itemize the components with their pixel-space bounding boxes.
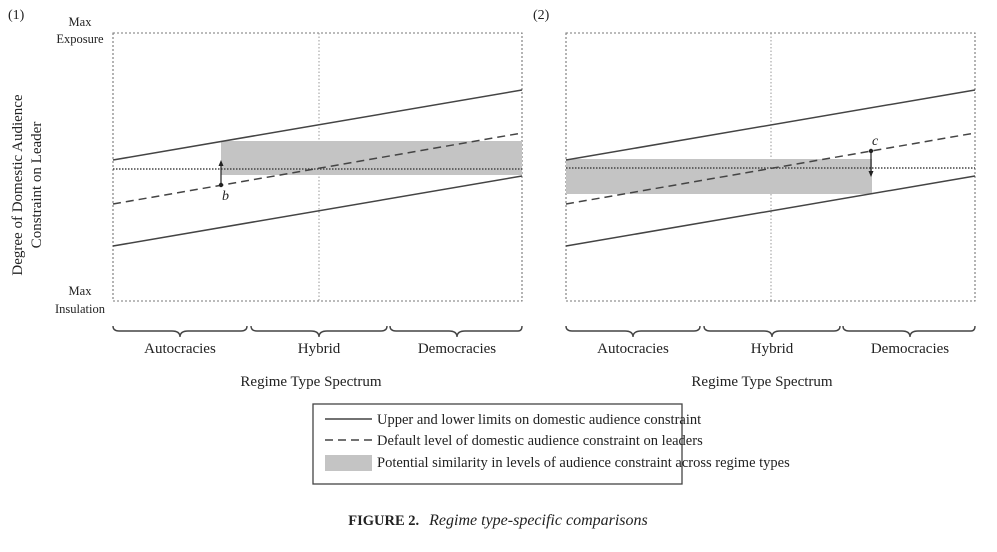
y-max-label-line2: Exposure [56, 32, 104, 46]
panel-2-lower-limit [565, 175, 976, 247]
legend: Upper and lower limits on domestic audie… [312, 403, 790, 485]
panel-2-brace-autocracies [565, 325, 701, 338]
panel-2-x-axis-title: Regime Type Spectrum [691, 374, 832, 390]
panel-1-brace-hybrid [250, 325, 388, 338]
y-min-label-line1: Max [69, 284, 93, 298]
legend-item-solid: Upper and lower limits on domestic audie… [377, 412, 701, 428]
panel-2: (2) c Autocracies Hybrid Democracies Reg… [533, 8, 976, 390]
panel-1-point-label: b [222, 189, 229, 204]
panel-1-label: (1) [8, 8, 25, 23]
caption-prefix: FIGURE 2. [348, 513, 419, 529]
panel-2-category-hybrid: Hybrid [751, 341, 794, 357]
panel-1-category-autocracies: Autocracies [144, 341, 216, 357]
panel-2-category-democracies: Democracies [871, 341, 949, 357]
panel-2-label: (2) [533, 8, 550, 23]
panel-2-shaded-region [566, 159, 872, 194]
panel-1-lower-limit [112, 175, 523, 247]
y-max-label-line1: Max [69, 15, 93, 29]
panel-1-default-level [112, 132, 523, 205]
panel-1-category-hybrid: Hybrid [298, 341, 341, 357]
panel-2-category-autocracies: Autocracies [597, 341, 669, 357]
figure-caption: FIGURE 2. Regime type-specific compariso… [348, 512, 648, 529]
panel-1-upper-limit [112, 89, 523, 161]
panel-1-brace-democracies [389, 325, 523, 338]
panel-2-default-level [565, 132, 976, 205]
panel-1-shaded-region [221, 141, 522, 175]
legend-shaded-swatch [325, 455, 372, 471]
panel-1-frame [112, 32, 523, 302]
y-min-label-line2: Insulation [55, 302, 106, 316]
panel-1-category-democracies: Democracies [418, 341, 496, 357]
panel-2-brace-democracies [842, 325, 976, 338]
panel-2-brace-hybrid [703, 325, 841, 338]
panel-1: (1) Degree of Domestic Audience Constrai… [8, 8, 523, 390]
panel-2-point-label: c [872, 134, 879, 149]
legend-box [312, 403, 683, 485]
panel-2-arrowhead-c [868, 171, 874, 177]
panel-1-x-axis-title: Regime Type Spectrum [240, 374, 381, 390]
legend-item-shaded: Potential similarity in levels of audien… [377, 455, 790, 471]
panel-1-brace-autocracies [112, 325, 248, 338]
caption-title: Regime type-specific comparisons [428, 512, 648, 529]
panel-2-upper-limit [565, 89, 976, 161]
legend-item-dashed: Default level of domestic audience const… [377, 433, 703, 449]
panel-1-arrowhead-b [218, 160, 224, 166]
y-axis-title-line1: Degree of Domestic Audience [10, 94, 26, 276]
y-axis-title-line2: Constraint on Leader [29, 122, 45, 249]
